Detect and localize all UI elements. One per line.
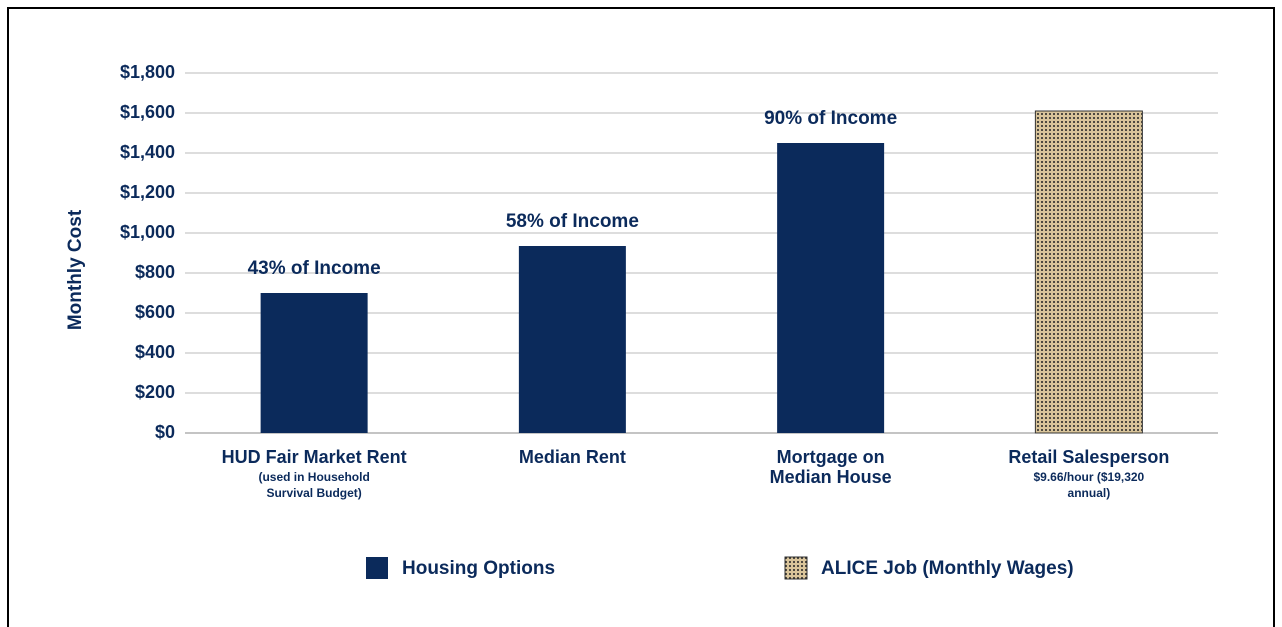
- legend-label: Housing Options: [402, 558, 555, 579]
- bar: [1034, 110, 1143, 434]
- y-axis-label: Monthly Cost: [65, 209, 86, 330]
- bar: [777, 143, 885, 433]
- x-tick-label-group: Retail Salesperson $9.66/hour ($19,320 an…: [979, 447, 1199, 501]
- y-tick-label: $1,000: [120, 222, 175, 242]
- x-tick-label-group: Median Rent: [462, 447, 682, 467]
- legend-label: ALICE Job (Monthly Wages): [821, 558, 1074, 579]
- x-tick-label: Median Rent: [518, 447, 626, 467]
- y-tick-label: $1,400: [120, 142, 175, 162]
- y-tick-label: $600: [135, 302, 175, 322]
- x-tick-label-group: Mortgage on Median House: [756, 447, 906, 487]
- y-tick-label: $1,800: [120, 62, 175, 82]
- bar-annotation: 43% of Income: [248, 258, 381, 279]
- bar: [518, 246, 626, 433]
- y-tick-label: $1,200: [120, 182, 175, 202]
- x-tick-label: Mortgage on Median House: [769, 447, 892, 487]
- bar-annotation: 58% of Income: [506, 211, 639, 232]
- x-tick-label-group: HUD Fair Market Rent (used in Household S…: [204, 447, 424, 501]
- y-tick-label: $800: [135, 262, 175, 282]
- x-tick-sublabel: $9.66/hour ($19,320 annual): [1033, 470, 1145, 500]
- y-tick-label: $400: [135, 342, 175, 362]
- x-tick-label: HUD Fair Market Rent: [221, 447, 407, 467]
- x-tick-sublabel: (used in Household Survival Budget): [258, 470, 370, 500]
- bar-annotation: 90% of Income: [764, 108, 897, 129]
- x-tick-label: Retail Salesperson: [1008, 447, 1170, 467]
- y-tick-label: $200: [135, 382, 175, 402]
- legend-swatch: [366, 557, 388, 579]
- y-tick-label: $0: [155, 422, 175, 442]
- y-tick-label: $1,600: [120, 102, 175, 122]
- bar: [260, 293, 368, 433]
- legend-swatch: [784, 556, 808, 580]
- frame: [7, 7, 1275, 627]
